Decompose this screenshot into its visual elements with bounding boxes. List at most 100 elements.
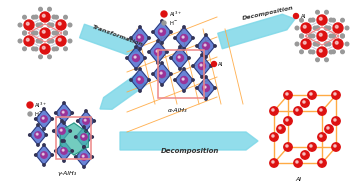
Circle shape bbox=[126, 57, 128, 59]
Circle shape bbox=[345, 26, 349, 30]
Circle shape bbox=[42, 30, 45, 33]
Circle shape bbox=[179, 46, 181, 48]
Circle shape bbox=[42, 14, 45, 17]
Circle shape bbox=[200, 64, 202, 66]
Circle shape bbox=[56, 36, 66, 46]
Circle shape bbox=[325, 42, 328, 46]
Circle shape bbox=[296, 109, 298, 111]
Circle shape bbox=[183, 48, 185, 50]
Circle shape bbox=[32, 47, 35, 51]
Circle shape bbox=[317, 47, 327, 57]
Circle shape bbox=[26, 38, 29, 41]
Circle shape bbox=[85, 130, 87, 132]
Circle shape bbox=[82, 155, 84, 157]
Circle shape bbox=[58, 38, 61, 41]
Circle shape bbox=[60, 129, 62, 131]
Circle shape bbox=[81, 154, 87, 160]
Polygon shape bbox=[131, 69, 149, 91]
Circle shape bbox=[192, 79, 194, 81]
Circle shape bbox=[139, 26, 141, 28]
Circle shape bbox=[37, 124, 39, 126]
Circle shape bbox=[134, 56, 136, 58]
Circle shape bbox=[132, 54, 139, 61]
Circle shape bbox=[39, 23, 42, 27]
Circle shape bbox=[48, 55, 51, 59]
Circle shape bbox=[205, 34, 207, 36]
Circle shape bbox=[48, 39, 51, 43]
Circle shape bbox=[39, 7, 42, 11]
Circle shape bbox=[303, 25, 306, 28]
Circle shape bbox=[23, 31, 26, 35]
Circle shape bbox=[85, 110, 87, 112]
Circle shape bbox=[36, 133, 38, 135]
Circle shape bbox=[320, 109, 322, 111]
Circle shape bbox=[176, 54, 184, 61]
Polygon shape bbox=[120, 132, 258, 150]
Circle shape bbox=[135, 46, 137, 48]
Circle shape bbox=[308, 91, 316, 99]
Circle shape bbox=[157, 40, 159, 42]
Circle shape bbox=[77, 120, 79, 122]
Circle shape bbox=[43, 164, 45, 166]
Circle shape bbox=[332, 34, 335, 38]
Circle shape bbox=[42, 153, 44, 155]
Circle shape bbox=[161, 84, 163, 86]
Circle shape bbox=[144, 57, 146, 59]
Circle shape bbox=[40, 44, 50, 54]
Circle shape bbox=[270, 133, 278, 141]
Circle shape bbox=[93, 120, 95, 122]
Circle shape bbox=[43, 108, 45, 110]
Circle shape bbox=[318, 159, 326, 167]
Polygon shape bbox=[197, 77, 215, 99]
Circle shape bbox=[329, 18, 333, 22]
Circle shape bbox=[325, 26, 328, 30]
Circle shape bbox=[23, 31, 26, 35]
Circle shape bbox=[203, 84, 209, 91]
Circle shape bbox=[166, 51, 168, 53]
Circle shape bbox=[332, 91, 340, 99]
Circle shape bbox=[155, 49, 162, 56]
Bar bbox=[56, 117, 91, 159]
Circle shape bbox=[170, 57, 172, 59]
Circle shape bbox=[18, 23, 22, 27]
Circle shape bbox=[160, 72, 162, 74]
Circle shape bbox=[56, 20, 66, 30]
Circle shape bbox=[325, 10, 328, 14]
Circle shape bbox=[34, 31, 38, 35]
Circle shape bbox=[40, 28, 50, 38]
Circle shape bbox=[170, 31, 172, 33]
Circle shape bbox=[53, 130, 55, 132]
Circle shape bbox=[182, 36, 184, 38]
Circle shape bbox=[327, 26, 331, 30]
Circle shape bbox=[199, 63, 205, 70]
Circle shape bbox=[170, 73, 172, 75]
Circle shape bbox=[55, 15, 58, 19]
Circle shape bbox=[26, 22, 29, 25]
Circle shape bbox=[332, 50, 335, 54]
Circle shape bbox=[68, 23, 72, 27]
Circle shape bbox=[139, 90, 141, 92]
Circle shape bbox=[316, 58, 319, 62]
Circle shape bbox=[319, 49, 322, 52]
Circle shape bbox=[51, 118, 53, 120]
Circle shape bbox=[329, 34, 333, 38]
Circle shape bbox=[18, 39, 22, 43]
Circle shape bbox=[62, 149, 64, 151]
Circle shape bbox=[333, 23, 343, 33]
Circle shape bbox=[286, 93, 288, 95]
Circle shape bbox=[179, 68, 181, 70]
Circle shape bbox=[32, 31, 35, 35]
Circle shape bbox=[24, 20, 34, 30]
Circle shape bbox=[300, 50, 303, 54]
Polygon shape bbox=[76, 147, 92, 167]
Circle shape bbox=[55, 31, 58, 35]
Circle shape bbox=[192, 65, 194, 67]
Circle shape bbox=[63, 140, 65, 142]
Polygon shape bbox=[79, 24, 138, 55]
Circle shape bbox=[325, 42, 328, 46]
Text: Al$^{3+}$: Al$^{3+}$ bbox=[34, 100, 48, 110]
Circle shape bbox=[310, 93, 312, 95]
Circle shape bbox=[341, 50, 344, 54]
Circle shape bbox=[277, 125, 285, 133]
Polygon shape bbox=[175, 27, 193, 49]
